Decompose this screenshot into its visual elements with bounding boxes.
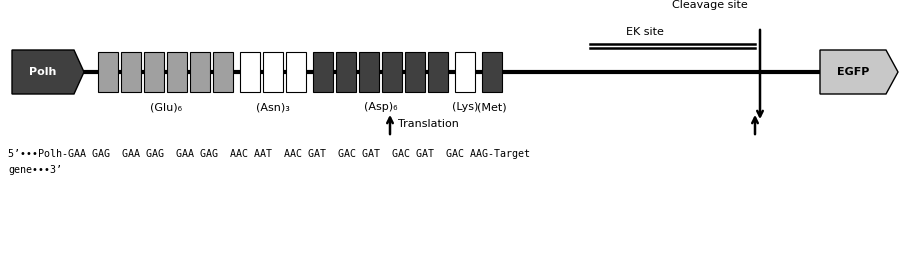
Text: (Glu)₆: (Glu)₆ <box>149 102 182 112</box>
Bar <box>167 52 187 92</box>
Bar <box>240 52 260 92</box>
Text: (Met): (Met) <box>477 102 507 112</box>
Bar <box>382 52 402 92</box>
Bar <box>190 52 210 92</box>
Bar <box>359 52 379 92</box>
Bar <box>482 52 502 92</box>
Bar <box>98 52 118 92</box>
Text: (Asn)₃: (Asn)₃ <box>256 102 290 112</box>
Text: (Asp)₆: (Asp)₆ <box>364 102 397 112</box>
Bar <box>263 52 283 92</box>
Bar <box>144 52 164 92</box>
Text: Translation: Translation <box>398 119 459 129</box>
Text: 5’•••Polh-GAA GAG  GAA GAG  GAA GAG  AAC AAT  AAC GAT  GAC GAT  GAC GAT  GAC AAG: 5’•••Polh-GAA GAG GAA GAG GAA GAG AAC AA… <box>8 149 530 159</box>
Bar <box>455 52 475 92</box>
Bar <box>428 52 448 92</box>
Polygon shape <box>12 50 84 94</box>
Bar <box>121 52 141 92</box>
Bar <box>405 52 425 92</box>
Bar <box>336 52 356 92</box>
Bar <box>313 52 333 92</box>
Text: EK site: EK site <box>626 27 664 37</box>
Bar <box>286 52 306 92</box>
Polygon shape <box>820 50 898 94</box>
Bar <box>213 52 233 92</box>
Text: gene•••3’: gene•••3’ <box>8 165 62 175</box>
Text: Cleavage site: Cleavage site <box>672 0 748 10</box>
Text: EGFP: EGFP <box>837 67 869 77</box>
Text: (Lys): (Lys) <box>452 102 478 112</box>
Text: Polh: Polh <box>29 67 57 77</box>
